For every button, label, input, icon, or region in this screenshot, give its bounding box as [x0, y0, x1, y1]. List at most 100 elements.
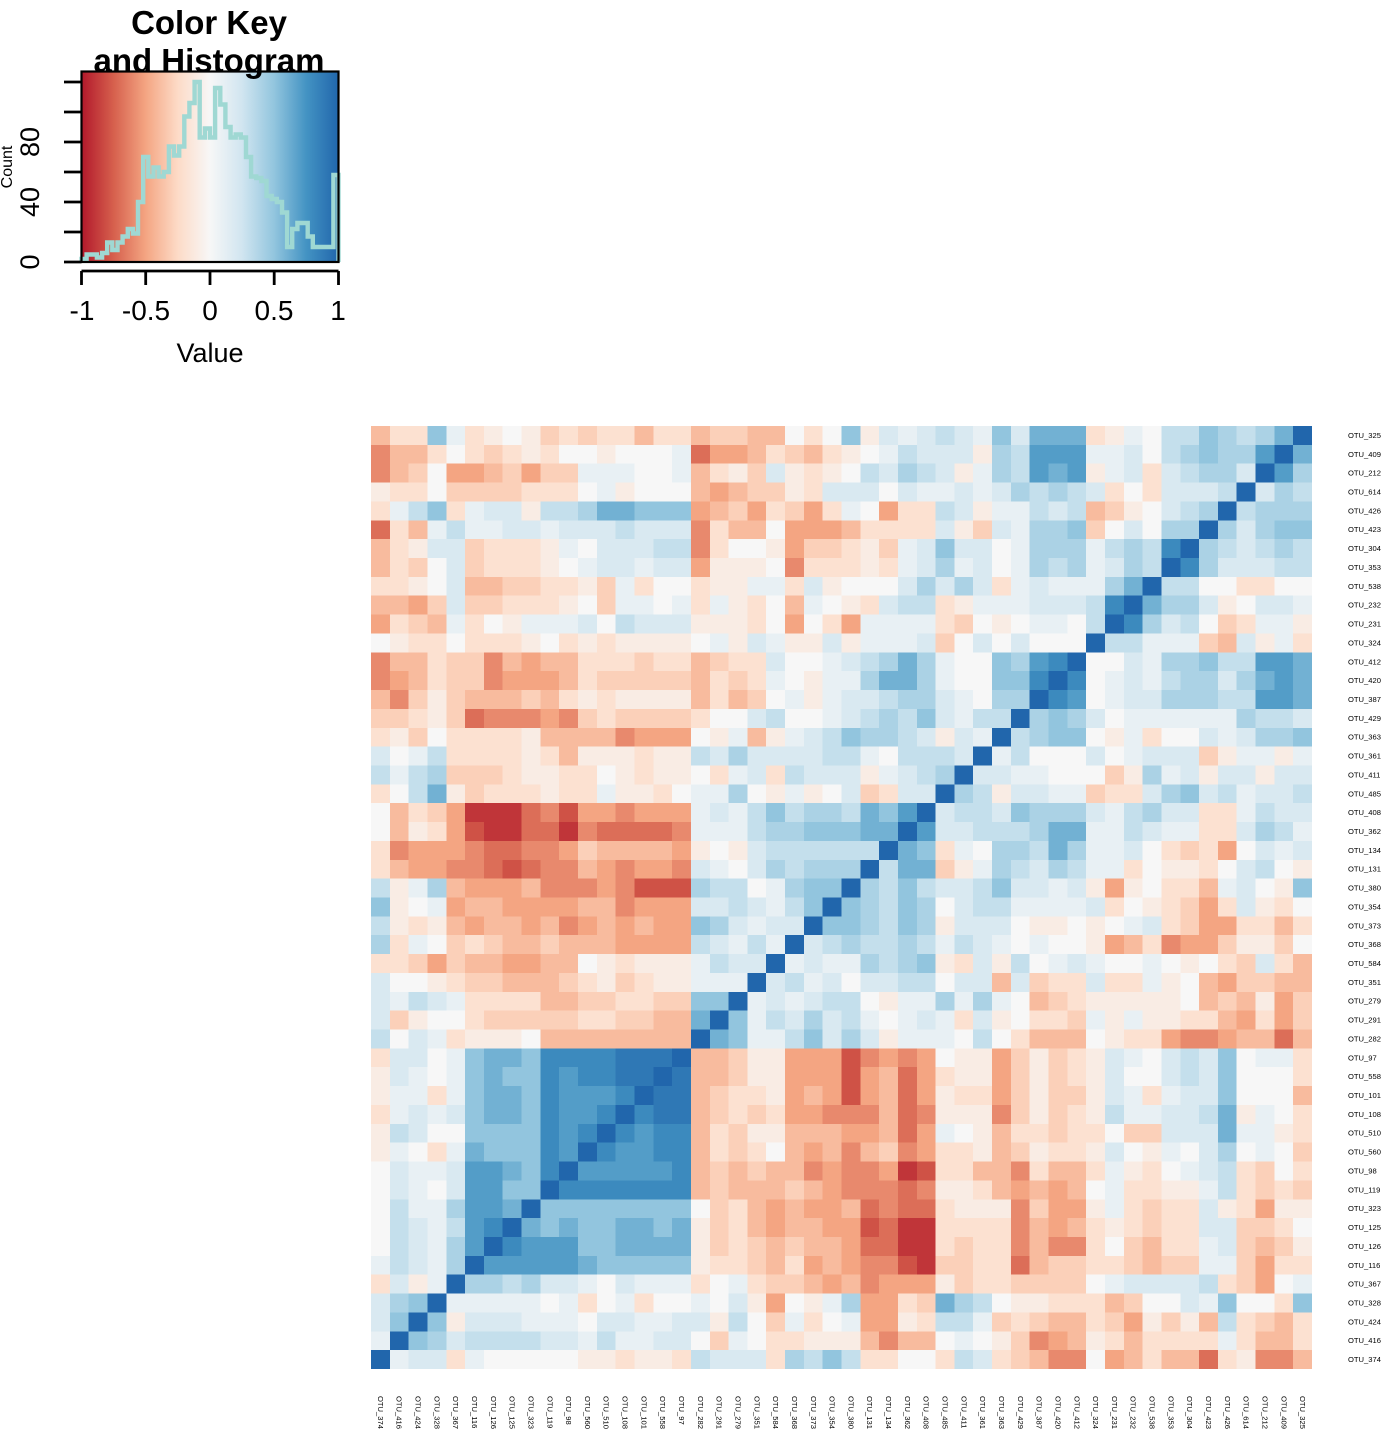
svg-text:-1: -1 [70, 295, 95, 326]
svg-text:OTU_119: OTU_119 [545, 1396, 554, 1428]
svg-text:OTU_510: OTU_510 [1348, 1129, 1381, 1138]
svg-text:OTU_538: OTU_538 [1148, 1396, 1157, 1429]
svg-text:OTU_291: OTU_291 [715, 1396, 724, 1429]
svg-text:OTU_420: OTU_420 [1348, 676, 1381, 685]
svg-text:OTU_324: OTU_324 [1091, 1396, 1100, 1429]
svg-text:OTU_282: OTU_282 [1348, 1034, 1381, 1043]
svg-text:OTU_353: OTU_353 [1348, 563, 1381, 572]
svg-text:OTU_97: OTU_97 [677, 1396, 686, 1425]
svg-text:OTU_101: OTU_101 [639, 1396, 648, 1429]
svg-text:OTU_324: OTU_324 [1348, 638, 1381, 647]
svg-text:OTU_560: OTU_560 [1348, 1148, 1381, 1157]
svg-text:OTU_374: OTU_374 [376, 1396, 385, 1429]
svg-text:OTU_134: OTU_134 [884, 1396, 893, 1429]
svg-text:0: 0 [15, 254, 45, 269]
svg-text:OTU_353: OTU_353 [1166, 1396, 1175, 1429]
svg-text:OTU_304: OTU_304 [1348, 544, 1381, 553]
svg-text:OTU_328: OTU_328 [432, 1396, 441, 1429]
svg-text:OTU_325: OTU_325 [1348, 431, 1381, 440]
svg-text:OTU_387: OTU_387 [1035, 1396, 1044, 1429]
svg-text:OTU_282: OTU_282 [696, 1396, 705, 1429]
svg-text:OTU_429: OTU_429 [1348, 714, 1381, 723]
svg-text:OTU_232: OTU_232 [1129, 1396, 1138, 1429]
svg-text:OTU_362: OTU_362 [1348, 827, 1381, 836]
svg-text:OTU_368: OTU_368 [790, 1396, 799, 1429]
svg-text:OTU_367: OTU_367 [451, 1396, 460, 1429]
svg-text:Count: Count [0, 145, 16, 188]
svg-text:OTU_119: OTU_119 [1348, 1185, 1380, 1194]
svg-text:OTU_409: OTU_409 [1279, 1396, 1288, 1429]
svg-text:OTU_373: OTU_373 [809, 1396, 818, 1429]
svg-text:OTU_363: OTU_363 [1348, 733, 1381, 742]
svg-text:OTU_409: OTU_409 [1348, 450, 1381, 459]
svg-text:OTU_325: OTU_325 [1298, 1396, 1307, 1429]
svg-text:OTU_361: OTU_361 [978, 1396, 987, 1429]
svg-text:OTU_116: OTU_116 [1348, 1261, 1380, 1270]
svg-text:OTU_423: OTU_423 [1348, 525, 1381, 534]
svg-text:OTU_125: OTU_125 [508, 1396, 517, 1429]
svg-text:OTU_354: OTU_354 [828, 1396, 837, 1429]
svg-text:OTU_560: OTU_560 [583, 1396, 592, 1429]
svg-text:OTU_412: OTU_412 [1072, 1396, 1081, 1429]
svg-text:40: 40 [15, 187, 45, 217]
svg-text:OTU_231: OTU_231 [1348, 620, 1381, 629]
svg-text:1: 1 [330, 295, 346, 326]
svg-text:OTU_429: OTU_429 [1016, 1396, 1025, 1429]
svg-text:OTU_351: OTU_351 [752, 1396, 761, 1429]
svg-text:OTU_108: OTU_108 [1348, 1110, 1381, 1119]
svg-text:OTU_424: OTU_424 [1348, 1317, 1381, 1326]
svg-text:OTU_126: OTU_126 [489, 1396, 498, 1429]
svg-text:OTU_416: OTU_416 [395, 1396, 404, 1429]
svg-text:OTU_373: OTU_373 [1348, 921, 1381, 930]
svg-text:OTU_510: OTU_510 [602, 1396, 611, 1429]
svg-text:OTU_426: OTU_426 [1348, 506, 1381, 515]
svg-text:OTU_380: OTU_380 [1348, 884, 1381, 893]
svg-text:OTU_362: OTU_362 [903, 1396, 912, 1429]
svg-text:OTU_131: OTU_131 [1348, 865, 1381, 874]
svg-text:OTU_416: OTU_416 [1348, 1336, 1381, 1345]
svg-text:OTU_279: OTU_279 [734, 1396, 743, 1429]
svg-text:OTU_538: OTU_538 [1348, 582, 1381, 591]
svg-text:OTU_374: OTU_374 [1348, 1355, 1381, 1364]
svg-text:OTU_134: OTU_134 [1348, 846, 1381, 855]
svg-text:0.5: 0.5 [255, 295, 294, 326]
svg-text:OTU_411: OTU_411 [1348, 770, 1380, 779]
svg-text:OTU_304: OTU_304 [1185, 1396, 1194, 1429]
svg-text:-0.5: -0.5 [122, 295, 170, 326]
svg-text:Color Key: Color Key [131, 4, 288, 41]
svg-text:OTU_485: OTU_485 [941, 1396, 950, 1429]
svg-text:OTU_291: OTU_291 [1348, 1016, 1381, 1025]
svg-text:OTU_412: OTU_412 [1348, 657, 1381, 666]
svg-text:OTU_485: OTU_485 [1348, 789, 1381, 798]
svg-text:OTU_126: OTU_126 [1348, 1242, 1381, 1251]
svg-text:0: 0 [202, 295, 218, 326]
svg-text:OTU_558: OTU_558 [1348, 1072, 1381, 1081]
svg-text:OTU_411: OTU_411 [959, 1396, 968, 1428]
svg-text:OTU_584: OTU_584 [771, 1396, 780, 1429]
svg-text:OTU_423: OTU_423 [1204, 1396, 1213, 1429]
svg-text:OTU_212: OTU_212 [1261, 1396, 1270, 1429]
svg-text:OTU_424: OTU_424 [414, 1396, 423, 1429]
svg-text:80: 80 [15, 127, 45, 157]
svg-text:OTU_108: OTU_108 [621, 1396, 630, 1429]
svg-text:and Histogram: and Histogram [93, 42, 324, 79]
svg-text:OTU_212: OTU_212 [1348, 469, 1381, 478]
svg-text:OTU_98: OTU_98 [1348, 1167, 1377, 1176]
svg-text:OTU_558: OTU_558 [658, 1396, 667, 1429]
svg-text:Value: Value [176, 338, 243, 368]
svg-text:OTU_361: OTU_361 [1348, 752, 1381, 761]
svg-text:OTU_323: OTU_323 [527, 1396, 536, 1429]
svg-text:OTU_232: OTU_232 [1348, 601, 1381, 610]
svg-text:OTU_279: OTU_279 [1348, 997, 1381, 1006]
svg-text:OTU_98: OTU_98 [564, 1396, 573, 1425]
svg-text:OTU_354: OTU_354 [1348, 902, 1381, 911]
svg-text:OTU_97: OTU_97 [1348, 1053, 1377, 1062]
svg-text:OTU_614: OTU_614 [1242, 1396, 1251, 1429]
svg-text:OTU_125: OTU_125 [1348, 1223, 1381, 1232]
svg-text:OTU_363: OTU_363 [997, 1396, 1006, 1429]
svg-text:OTU_131: OTU_131 [865, 1396, 874, 1429]
svg-text:OTU_351: OTU_351 [1348, 978, 1381, 987]
svg-text:OTU_367: OTU_367 [1348, 1280, 1381, 1289]
svg-text:OTU_231: OTU_231 [1110, 1396, 1119, 1429]
svg-text:OTU_116: OTU_116 [470, 1396, 479, 1428]
